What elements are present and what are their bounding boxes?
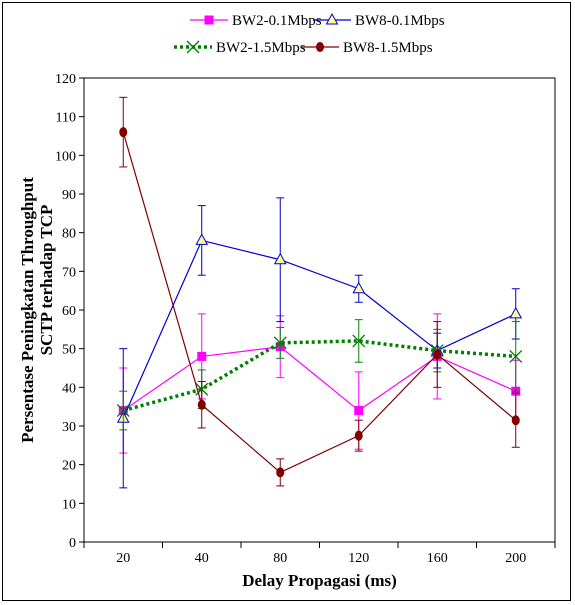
y-tick-label: 30 — [62, 420, 76, 435]
data-point — [116, 404, 130, 417]
legend-label: BW2-1.5Mbps — [216, 40, 306, 56]
y-axis-label-line-2: SCTP terhadap TCP — [37, 205, 56, 356]
y-tick-label: 60 — [62, 304, 76, 319]
y-axis-label: Persentase Peningkatan Throughput SCTP t… — [18, 177, 56, 443]
x-axis-label: Delay Propagasi (ms) — [242, 571, 397, 590]
legend-marker — [316, 42, 324, 52]
legend-label: BW2-0.1Mbps — [232, 13, 322, 29]
data-point — [352, 334, 366, 348]
y-tick-label: 80 — [62, 227, 76, 242]
marker-stroke — [116, 404, 130, 417]
y-axis-label-line-1: Persentase Peningkatan Throughput — [18, 177, 37, 443]
data-point — [352, 281, 366, 294]
data-point — [273, 252, 287, 265]
legend: BW2-0.1Mbps BW8-0.1Mbps BW2-1.5Mbps BW8-1.5… — [174, 12, 445, 56]
data-point — [119, 127, 128, 138]
data-point — [273, 336, 287, 350]
marker-stroke — [509, 349, 523, 363]
data-point — [197, 351, 207, 361]
data-point — [276, 467, 285, 478]
x-tick-label: 120 — [348, 551, 369, 566]
data-point — [511, 415, 520, 426]
y-tick-label: 100 — [55, 149, 76, 164]
x-tick-label: 160 — [427, 551, 448, 566]
data-point — [354, 406, 364, 416]
y-axis: 0 10 20 30 40 50 60 70 80 90 100 110 120 — [55, 72, 84, 551]
x-tick-label: 20 — [116, 551, 130, 566]
legend-marker — [186, 40, 200, 54]
y-tick-label: 110 — [56, 111, 76, 126]
series-BW2-0.1Mbps — [118, 313, 521, 454]
legend-marker — [204, 15, 214, 25]
y-tick-label: 0 — [69, 536, 76, 551]
data-point — [195, 233, 209, 245]
marker-stroke — [273, 336, 287, 350]
y-tick-label: 10 — [62, 497, 76, 512]
y-tick-label: 70 — [62, 265, 76, 280]
series-line — [122, 346, 516, 412]
legend-item: BW2-0.1Mbps — [190, 13, 322, 29]
x-tick-label: 200 — [505, 551, 526, 566]
data-point — [354, 430, 363, 441]
legend-marker — [325, 12, 339, 25]
legend-label: BW8-1.5Mbps — [343, 40, 433, 56]
chart-frame — [2, 2, 571, 601]
data-point — [509, 349, 523, 363]
legend-item: BW2-1.5Mbps — [174, 40, 306, 56]
data-point — [433, 349, 442, 360]
x-tick-label: 80 — [273, 551, 287, 566]
y-tick-label: 20 — [62, 459, 76, 474]
legend-item: BW8-0.1Mbps — [313, 12, 445, 29]
data-point — [509, 306, 523, 319]
y-tick-label: 40 — [62, 381, 76, 396]
x-tick-label: 40 — [195, 551, 209, 566]
marker-stroke — [352, 334, 366, 348]
x-axis: 20 40 80 120 160 200 — [83, 542, 556, 566]
y-tick-label: 90 — [62, 188, 76, 203]
legend-item: BW8-1.5Mbps — [301, 40, 433, 56]
series-line — [122, 239, 517, 419]
marker-stroke — [186, 40, 200, 54]
series-line — [122, 339, 516, 413]
y-tick-label: 120 — [55, 72, 76, 87]
legend-label: BW8-0.1Mbps — [355, 13, 445, 29]
series-layer — [116, 96, 523, 489]
series-BW8-1.5Mbps — [119, 96, 520, 487]
data-point — [197, 399, 206, 410]
plot-area — [83, 77, 556, 543]
series-line — [122, 131, 517, 474]
y-tick-label: 50 — [62, 343, 76, 358]
